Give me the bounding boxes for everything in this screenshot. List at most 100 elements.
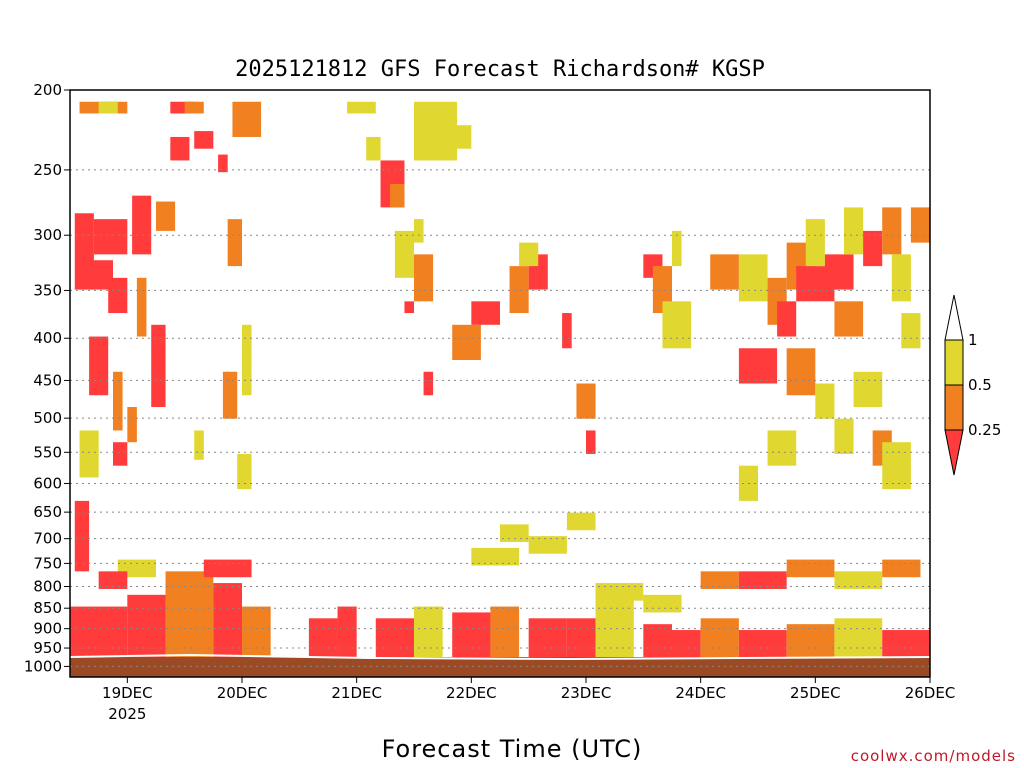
ri-midlevel-cell (786, 559, 835, 578)
y-tick-label: 750 (33, 554, 62, 572)
legend-level-label: 0.25 (968, 421, 1001, 439)
ri-cell (586, 430, 596, 454)
ri-midlevel-cell (471, 547, 520, 566)
ri-cell (423, 371, 434, 396)
ri-boundary-layer-cell (337, 606, 357, 665)
ri-cell (844, 207, 864, 255)
ri-cell (562, 313, 572, 349)
ri-cell (136, 277, 147, 337)
y-tick-label: 550 (33, 443, 62, 461)
x-tick-label: 25DEC (790, 684, 841, 702)
ri-cell (452, 324, 481, 361)
ri-cell (98, 101, 118, 114)
x-tick-label: 19DEC (102, 684, 153, 702)
ri-cell (113, 442, 128, 466)
y-tick-label: 250 (33, 161, 62, 179)
ri-cell (222, 371, 238, 419)
y-tick-label: 1000 (24, 657, 62, 675)
y-tick-label: 800 (33, 577, 62, 595)
ri-midlevel-cell (117, 559, 156, 578)
x-tick-label: 22DEC (446, 684, 497, 702)
legend-bottom-arrow (944, 429, 964, 476)
ri-cell (414, 254, 434, 302)
ri-boundary-layer-cell (452, 612, 491, 665)
ri-cell (834, 418, 854, 454)
legend-level-label: 1 (968, 331, 978, 349)
ri-cell (738, 348, 778, 384)
ri-cell (414, 219, 424, 243)
ri-cell (113, 371, 123, 431)
ri-cell (156, 201, 176, 231)
ri-cell (777, 301, 797, 337)
ri-cell (910, 207, 930, 243)
ri-cell (194, 430, 204, 460)
y-tick-label: 400 (33, 329, 62, 347)
ri-cell (853, 371, 883, 407)
y-tick-label: 600 (33, 474, 62, 492)
ri-cell (710, 254, 739, 290)
plot-frame (69, 89, 931, 678)
x-tick-label: 20DEC (217, 684, 268, 702)
ri-midlevel-cell (98, 571, 128, 589)
ri-midlevel-cell (738, 571, 787, 589)
ri-cell (151, 324, 166, 407)
ri-cell (471, 301, 500, 325)
ri-cell (108, 277, 128, 314)
y-tick-label: 300 (33, 226, 62, 244)
ri-cell (194, 131, 214, 149)
ri-midlevel-cell (566, 512, 596, 531)
ri-cell (74, 500, 90, 572)
chart-title: 2025121812 GFS Forecast Richardson# KGSP (235, 57, 765, 82)
ri-cell (242, 324, 252, 396)
ri-cell (93, 219, 128, 255)
ri-cell (366, 136, 381, 161)
y-tick-label: 950 (33, 639, 62, 657)
y-tick-label: 200 (33, 81, 62, 99)
ri-cell (882, 442, 911, 490)
credit-text: coolwx.com/models (851, 747, 1016, 765)
ri-midlevel-cell (528, 536, 567, 554)
ri-cell (519, 242, 539, 267)
y-tick-label: 850 (33, 599, 62, 617)
x-axis: 19DEC 2025 20DEC 21DEC 22DEC 23DEC 24DEC 25DEC 2… (102, 677, 955, 723)
x-tick-label: 24DEC (675, 684, 726, 702)
ri-boundary-layer-cell (127, 594, 166, 665)
ri-midlevel-cell (595, 583, 644, 601)
ri-midlevel-cell (882, 559, 921, 578)
x-tick-label: 21DEC (331, 684, 382, 702)
ri-midlevel-cell (500, 524, 529, 542)
ri-midlevel-cell (700, 571, 739, 589)
y-tick-label: 900 (33, 620, 62, 638)
ri-cell (576, 383, 596, 419)
ri-cell (901, 313, 921, 349)
ri-cell (170, 101, 195, 114)
ri-boundary-layer-cell (490, 606, 520, 665)
ri-cell (815, 383, 835, 419)
ri-cell (738, 254, 768, 302)
ri-cell (74, 213, 94, 290)
ri-cell (347, 101, 376, 114)
ri-cell (132, 195, 152, 255)
y-tick-label: 450 (33, 371, 62, 389)
y-tick-label: 700 (33, 530, 62, 548)
ri-cell (232, 101, 262, 137)
ri-cell (127, 406, 137, 443)
legend: 1 0.5 0.25 (944, 294, 1001, 476)
x-tick-sublabel: 2025 (108, 705, 146, 723)
y-axis: 200 250 300 350 400 450 500 550 600 650 700 750 800 8… (24, 81, 70, 675)
ri-boundary-layer-cell (414, 606, 443, 665)
ri-cell (394, 230, 414, 278)
ri-cell (404, 301, 414, 314)
legend-swatch (944, 339, 964, 386)
ri-midlevel-cell (643, 594, 682, 613)
ri-cell (786, 348, 816, 396)
ri-midlevel-cell (203, 559, 252, 578)
ri-cell (509, 266, 529, 314)
ri-cell (834, 301, 864, 337)
x-axis-label: Forecast Time (UTC) (382, 735, 643, 763)
ri-cell (891, 254, 911, 302)
ri-cell (672, 230, 682, 267)
ri-cell (805, 219, 825, 267)
ground-surface (70, 657, 930, 677)
